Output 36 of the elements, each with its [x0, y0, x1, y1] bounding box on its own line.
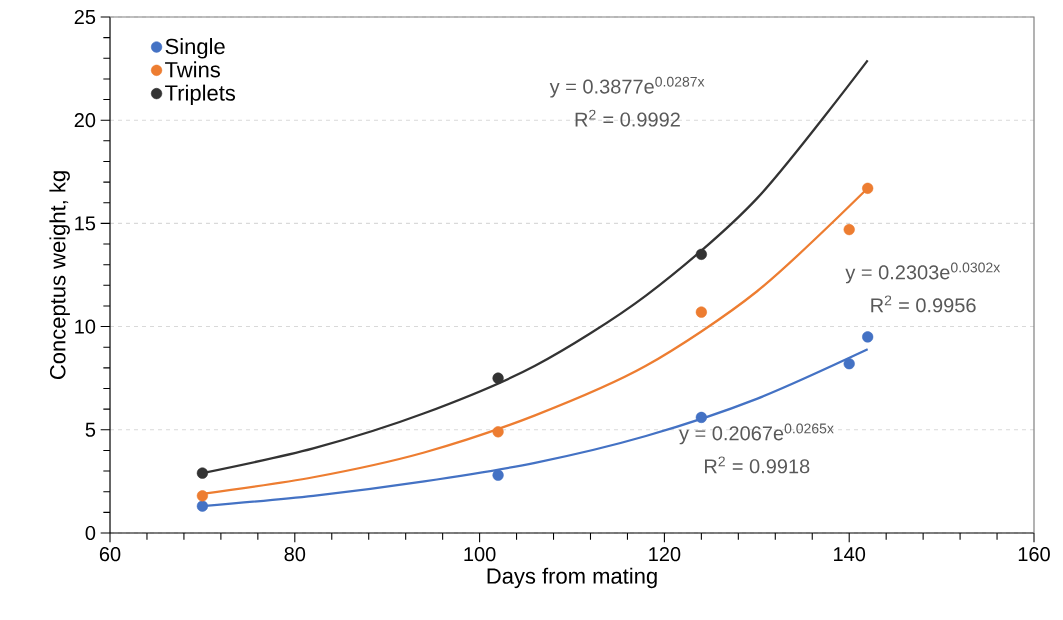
x-tick-label: 80: [284, 547, 306, 562]
annotation: R$^{2}$ = 0.9956: [871, 295, 976, 313]
x-tick-label: 100: [464, 547, 496, 562]
y-tick-label: 10: [75, 319, 96, 334]
x-tick-label: 60: [99, 547, 121, 562]
point: [196, 500, 209, 512]
y-tick-label: 20: [74, 113, 96, 128]
point: [862, 331, 874, 343]
point: [492, 372, 504, 384]
annotation: y = 0.3877e$^{0.0287x}$: [549, 76, 705, 98]
point: [492, 426, 504, 438]
point: [196, 467, 209, 479]
x-axis-title: Days from mating: [487, 567, 657, 589]
legend-label: Twins: [165, 61, 220, 78]
legend-label: Single: [165, 38, 225, 59]
point: [862, 182, 874, 194]
y-tick-label: 25: [74, 9, 96, 25]
y-tick-label: 5: [85, 422, 96, 437]
x-tick-label: 120: [649, 547, 681, 562]
x-tick-label: 160: [1018, 547, 1050, 562]
point: [695, 411, 707, 424]
annotation: R$^{2}$ = 0.9992: [575, 109, 680, 127]
annotation: R$^{2}$ = 0.9918: [705, 456, 810, 474]
annotation: y = 0.2067e$^{0.0265x}$: [679, 423, 834, 445]
x-tick-label: 140: [834, 547, 866, 562]
y-axis-title: Conceptus weight, kg: [49, 171, 70, 380]
point: [695, 248, 707, 260]
annotation: y = 0.2303e$^{0.0302x}$: [845, 262, 1001, 284]
point: [843, 223, 855, 236]
legend-label: Triplets: [165, 84, 236, 106]
point: [196, 490, 209, 502]
y-tick-label: 0: [85, 525, 96, 541]
point: [695, 306, 707, 318]
point: [492, 469, 504, 481]
point: [843, 358, 855, 370]
y-tick-label: 15: [75, 216, 96, 231]
